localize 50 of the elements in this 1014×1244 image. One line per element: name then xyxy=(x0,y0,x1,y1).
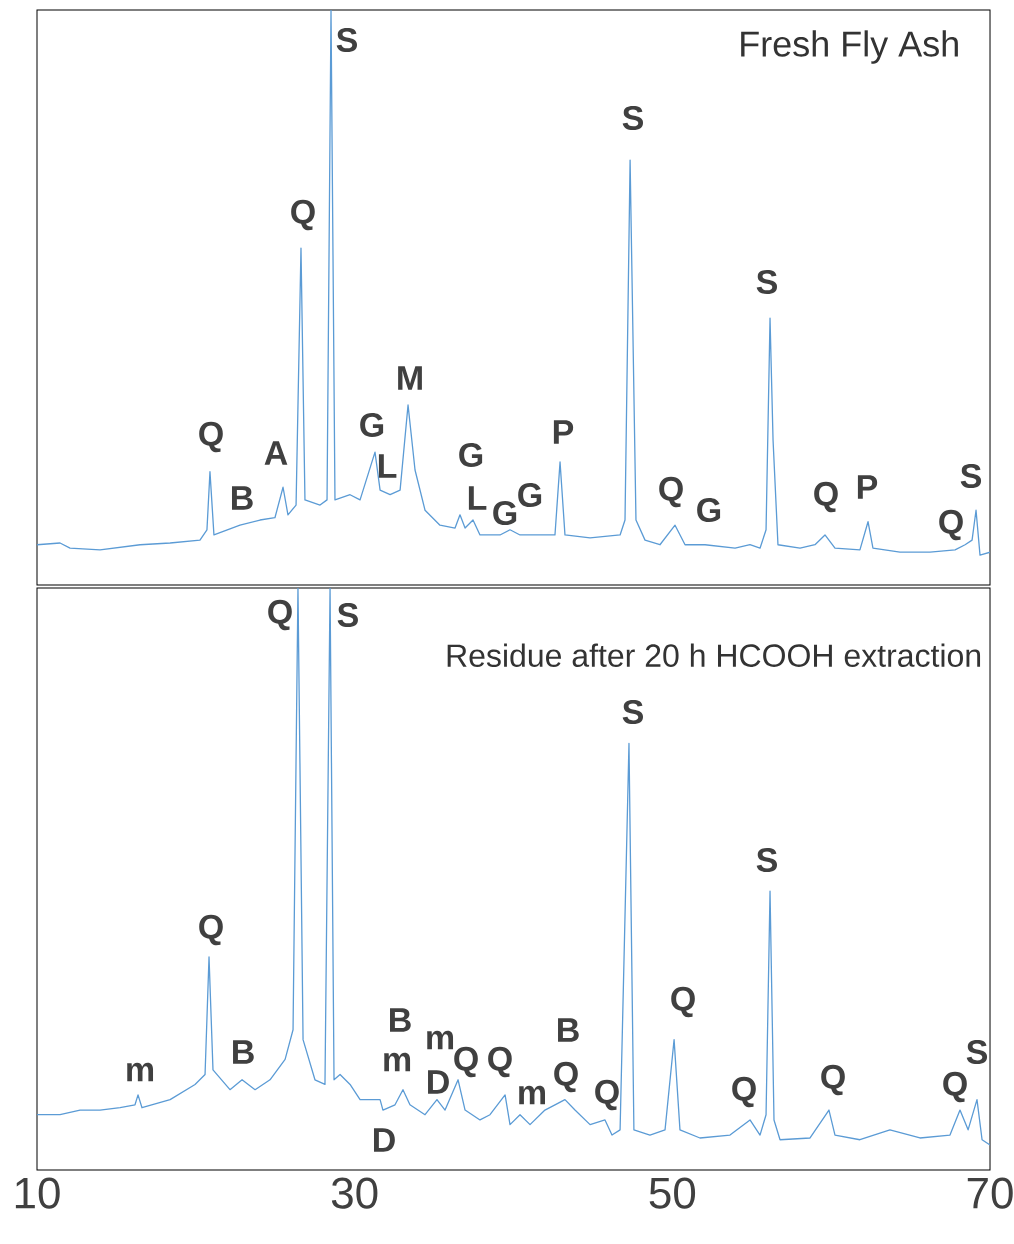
annotation: m xyxy=(127,1062,154,1082)
x-tick-label: 30 xyxy=(331,1177,378,1209)
annotation: P xyxy=(857,475,878,499)
annotation: S xyxy=(966,1039,988,1065)
annotation: S xyxy=(337,602,358,628)
annotation: m xyxy=(384,1052,411,1072)
annotation: Q xyxy=(268,599,292,631)
annotation: Q xyxy=(939,509,963,541)
annotation: S xyxy=(756,847,778,873)
annotation: G xyxy=(697,497,721,523)
annotation: S xyxy=(756,269,778,294)
annotation: G xyxy=(360,412,384,437)
annotation: M xyxy=(398,366,422,390)
annotation: Q xyxy=(821,1064,845,1096)
x-tick-label: 70 xyxy=(967,1177,1013,1209)
annotation: m xyxy=(519,1085,545,1105)
annotation: Q xyxy=(291,199,315,231)
annotation: S xyxy=(622,105,644,131)
annotation: Q xyxy=(199,421,223,453)
annotation: Q xyxy=(671,986,695,1018)
text: Residue after 20 h HCOOH extraction xyxy=(447,643,981,667)
text: Fresh Fly Ash xyxy=(741,30,958,64)
annotation: Q xyxy=(199,914,223,946)
annotation: Q xyxy=(554,1061,578,1093)
annotation: Q xyxy=(732,1076,756,1108)
annotation: P xyxy=(553,420,574,444)
annotation: L xyxy=(468,486,487,510)
x-tick-label: 10 xyxy=(15,1177,60,1209)
annotation: L xyxy=(378,454,397,478)
annotation: Q xyxy=(943,1071,967,1103)
annotation: D xyxy=(373,1128,395,1152)
annotation: B xyxy=(233,1040,254,1064)
annotation: G xyxy=(459,442,483,468)
x-tick-label: 50 xyxy=(649,1177,696,1209)
annotation: Q xyxy=(488,1046,512,1078)
annotation: G xyxy=(518,482,542,508)
annotation: Q xyxy=(814,481,838,513)
annotation: Q xyxy=(659,476,683,508)
annotation: B xyxy=(558,1018,579,1042)
annotation: Q xyxy=(454,1046,478,1078)
annotation: B xyxy=(231,486,253,510)
annotation: A xyxy=(264,441,288,465)
annotation: Q xyxy=(595,1079,619,1111)
annotation: D xyxy=(428,1070,449,1094)
annotation: B xyxy=(390,1008,411,1032)
annotation: G xyxy=(493,500,517,526)
annotation: S xyxy=(622,699,644,725)
annotation: S xyxy=(960,463,982,488)
annotation: m xyxy=(427,1030,454,1050)
annotation: S xyxy=(336,27,358,53)
